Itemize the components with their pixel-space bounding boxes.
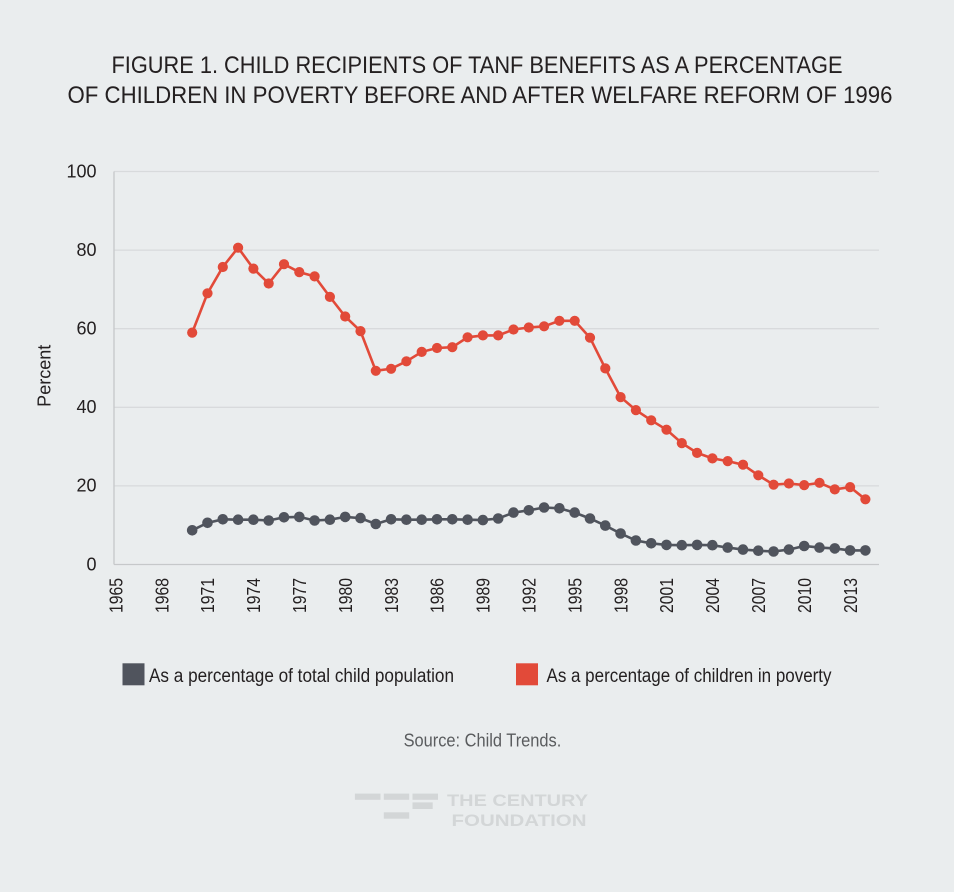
- svg-text:1977: 1977: [290, 578, 310, 613]
- svg-text:100: 100: [66, 161, 96, 181]
- svg-text:40: 40: [76, 397, 96, 417]
- svg-text:FOUNDATION: FOUNDATION: [452, 811, 587, 830]
- svg-text:2010: 2010: [795, 578, 815, 613]
- svg-text:2007: 2007: [749, 578, 769, 613]
- svg-text:2001: 2001: [657, 578, 677, 613]
- svg-text:OF CHILDREN IN POVERTY BEFORE: OF CHILDREN IN POVERTY BEFORE AND AFTER …: [68, 82, 893, 109]
- svg-text:1974: 1974: [244, 578, 264, 613]
- svg-text:2004: 2004: [703, 578, 723, 613]
- svg-text:1989: 1989: [474, 578, 494, 613]
- svg-text:FIGURE 1. CHILD RECIPIENTS OF: FIGURE 1. CHILD RECIPIENTS OF TANF BENEF…: [112, 52, 843, 79]
- svg-text:1998: 1998: [611, 578, 631, 613]
- svg-text:20: 20: [76, 476, 96, 496]
- svg-text:60: 60: [76, 319, 96, 339]
- svg-text:1980: 1980: [336, 578, 356, 613]
- svg-text:1965: 1965: [106, 578, 126, 613]
- svg-text:1968: 1968: [152, 578, 172, 613]
- svg-text:0: 0: [86, 554, 96, 574]
- svg-text:As a percentage of children in: As a percentage of children in poverty: [547, 666, 832, 687]
- svg-text:1983: 1983: [382, 578, 402, 613]
- svg-text:1971: 1971: [198, 578, 218, 613]
- svg-text:80: 80: [76, 240, 96, 260]
- svg-text:Percent: Percent: [35, 345, 55, 407]
- svg-text:THE CENTURY: THE CENTURY: [447, 791, 589, 810]
- svg-text:As a percentage of total child: As a percentage of total child populatio…: [149, 666, 454, 687]
- svg-text:1986: 1986: [428, 578, 448, 613]
- svg-text:1995: 1995: [565, 578, 585, 613]
- svg-text:2013: 2013: [841, 578, 861, 613]
- svg-text:1992: 1992: [520, 578, 540, 613]
- svg-text:Source: Child Trends.: Source: Child Trends.: [404, 731, 562, 751]
